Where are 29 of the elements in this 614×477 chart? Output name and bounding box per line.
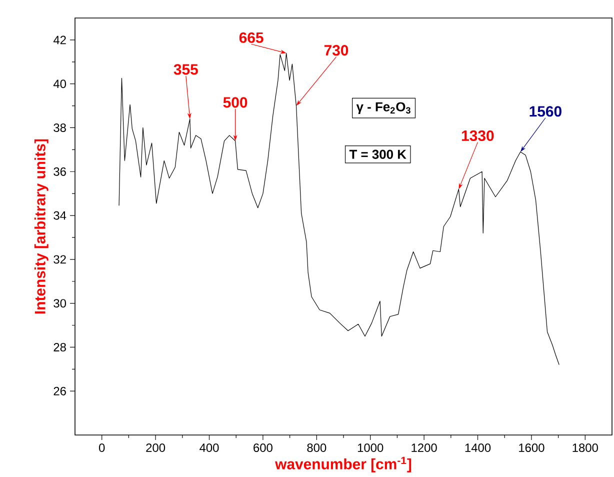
y-tick-label: 42 <box>53 36 66 44</box>
annotation: 355 <box>174 64 198 75</box>
x-tick-label: 800 <box>307 444 326 452</box>
y-tick-label: 28 <box>54 342 66 352</box>
x-tick-label: 1000 <box>358 444 384 452</box>
y-tick-label: 40 <box>53 80 66 88</box>
annotation: 500 <box>223 97 248 108</box>
annotation: T = 300 K <box>349 150 406 159</box>
y-tick-label: 26 <box>54 386 66 396</box>
y-tick-label: 36 <box>54 167 66 176</box>
y-axis-title: Intensity [arbitrary units] <box>34 139 48 314</box>
x-tick-label: 1800 <box>572 444 598 452</box>
annotation: 730 <box>324 44 348 56</box>
x-tick-label: 400 <box>200 444 219 452</box>
x-tick-label: 1600 <box>519 444 544 452</box>
x-tick-label: 600 <box>254 444 272 452</box>
y-tick-label: 38 <box>54 124 66 132</box>
annotation: 1330 <box>462 130 494 141</box>
x-tick-label: 200 <box>146 444 166 452</box>
x-tick-label: 1200 <box>412 444 437 452</box>
annotation: 1560 <box>530 106 562 117</box>
annotation: 665 <box>239 32 264 43</box>
x-tick-label: 0 <box>98 444 105 452</box>
annotation: γ - Fe$_{2}$O$_{3}$ <box>356 102 410 114</box>
x-axis-title: wavenumber [cm$^{-1}$] <box>275 456 412 472</box>
x-tick-label: 1400 <box>465 444 491 452</box>
y-tick-label: 34 <box>54 211 66 220</box>
y-tick-label: 30 <box>54 299 66 308</box>
y-tick-label: 32 <box>54 255 66 264</box>
